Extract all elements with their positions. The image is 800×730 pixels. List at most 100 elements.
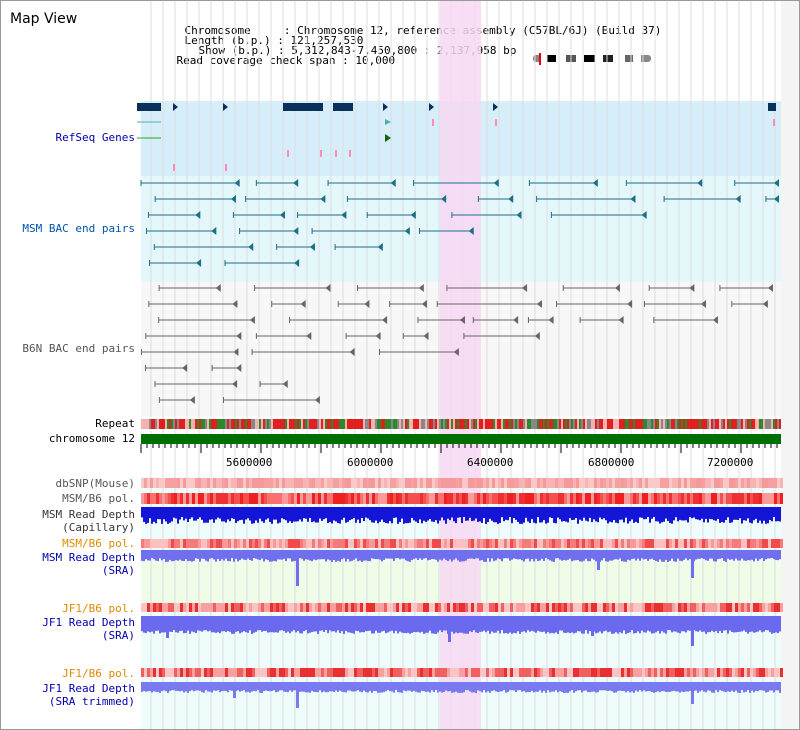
msm-b6-pol-label[interactable]: MSM/B6 pol. (62, 492, 135, 505)
depth-bar (715, 682, 717, 691)
pol-stripe (399, 493, 402, 504)
repeat-mark (479, 419, 481, 429)
chromosome-track-label[interactable]: chromosome 12 (48, 432, 135, 445)
b6n-bac-track-label[interactable]: B6N BAC end pairs (22, 342, 135, 355)
depth-bar (555, 616, 557, 633)
pol-stripe (519, 478, 522, 488)
repeat-mark (267, 419, 269, 429)
b6n-bac-features[interactable] (140, 284, 773, 404)
repeat-mark (273, 419, 275, 429)
repeat-mark (387, 419, 389, 429)
depth-bar (383, 682, 385, 693)
depth-bar (697, 682, 699, 693)
depth-bar (443, 550, 445, 559)
pol-stripe (618, 478, 621, 488)
pol-stripe (525, 668, 528, 677)
depth-bar (169, 507, 171, 523)
pol-stripe (498, 603, 501, 612)
depth-bar (557, 616, 559, 634)
pol-stripe (564, 478, 567, 488)
gene-mark (432, 119, 434, 126)
pol-stripe (588, 478, 591, 488)
depth-bar (291, 550, 293, 562)
depth-bar (341, 616, 343, 632)
length-info-row: Length (b.p.) : 121,257,530 (184, 34, 364, 47)
depth-bar (469, 682, 471, 692)
depth-bar (161, 550, 163, 561)
pol-stripe (381, 603, 384, 612)
dbsnp-track-label[interactable]: dbSNP(Mouse) (55, 477, 135, 490)
repeat-mark (615, 419, 617, 429)
depth-bar (465, 682, 467, 691)
pol-stripe (498, 478, 501, 488)
pol-stripe (735, 668, 738, 677)
depth-bar (531, 550, 533, 559)
pol-stripe (519, 493, 522, 504)
msm-depth-sra-label-1[interactable]: MSM Read Depth (42, 551, 135, 564)
pol-stripe (708, 478, 711, 488)
repeat-mark (353, 419, 355, 429)
repeat-mark (467, 419, 469, 429)
depth-bar (447, 507, 449, 519)
msm-bac-features[interactable] (140, 179, 779, 267)
depth-bar (203, 616, 205, 631)
depth-bar (355, 616, 357, 631)
pol-stripe (309, 668, 312, 677)
msm-depth-capillary-label-1[interactable]: MSM Read Depth (42, 508, 135, 521)
pol-stripe (570, 603, 573, 612)
depth-bar (581, 550, 583, 562)
pol-stripe (630, 539, 633, 548)
jf1-depth-trimmed-label-1[interactable]: JF1 Read Depth (42, 682, 135, 695)
pol-stripe (762, 539, 765, 548)
pol-stripe (453, 493, 456, 504)
pol-stripe (378, 668, 381, 677)
pol-stripe (306, 603, 309, 612)
depth-bar (429, 682, 431, 693)
jf1-depth-sra-label-1[interactable]: JF1 Read Depth (42, 616, 135, 629)
repeat-mark (265, 419, 267, 429)
repeat-mark (421, 419, 423, 429)
depth-bar (591, 507, 593, 523)
jf1-b6-pol-2-label[interactable]: JF1/B6 pol. (62, 667, 135, 680)
pol-stripe (492, 668, 495, 677)
depth-bar (689, 682, 691, 691)
pol-stripe (297, 668, 300, 677)
repeat-track-label[interactable]: Repeat (95, 417, 135, 430)
depth-bar (469, 550, 471, 559)
pol-stripe (204, 539, 207, 548)
pol-stripe (531, 478, 534, 488)
bac-arrow (232, 380, 238, 388)
pol-stripe (324, 493, 327, 504)
chromosome-bar[interactable] (141, 434, 781, 444)
msm-bac-track-label[interactable]: MSM BAC end pairs (22, 222, 135, 235)
depth-bar (249, 550, 251, 560)
repeat-mark (303, 419, 305, 429)
bac-arrow (382, 316, 388, 324)
gene-arrow (223, 103, 228, 111)
jf1-b6-pol-label[interactable]: JF1/B6 pol. (62, 602, 135, 615)
depth-bar (563, 507, 565, 522)
depth-bar (559, 616, 561, 631)
repeat-mark (561, 419, 563, 429)
depth-bar (309, 616, 311, 633)
repeat-mark (633, 419, 635, 429)
depth-bar (361, 616, 363, 633)
pol-stripe (618, 493, 621, 504)
pol-stripe (510, 539, 513, 548)
depth-bar (623, 616, 625, 631)
pol-stripe (636, 493, 639, 504)
depth-bar (709, 682, 711, 691)
pol-stripe (654, 539, 657, 548)
pol-stripe (177, 603, 180, 612)
depth-bar (163, 616, 165, 633)
depth-bar (441, 507, 443, 518)
msm-b6-pol-2-label[interactable]: MSM/B6 pol. (62, 537, 135, 550)
refseq-track-label[interactable]: RefSeq Genes (55, 131, 135, 144)
pol-stripe (627, 539, 630, 548)
depth-bar (287, 507, 289, 523)
pol-stripe (768, 478, 771, 488)
depth-bar (639, 682, 641, 691)
depth-bar (371, 507, 373, 523)
refseq-features[interactable] (137, 103, 776, 171)
